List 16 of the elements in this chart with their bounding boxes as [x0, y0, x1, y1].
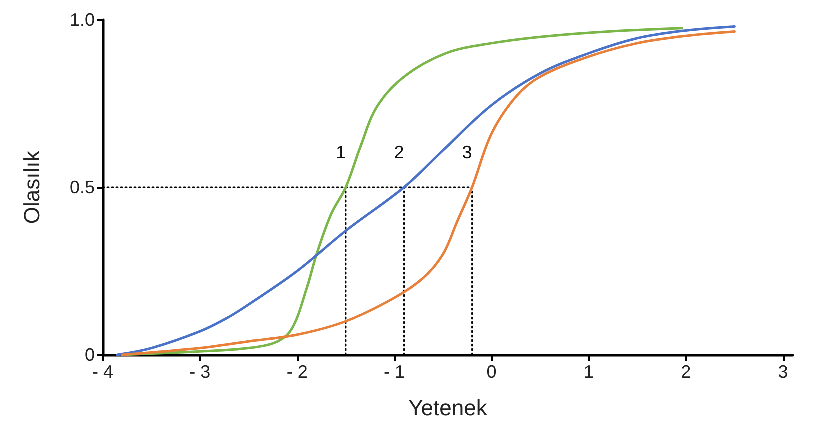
y-tick-label: 1.0	[70, 10, 95, 30]
x-tick-label: - 1	[384, 362, 406, 382]
x-tick-label: - 2	[286, 362, 308, 382]
x-tick-label: - 3	[190, 362, 211, 382]
x-tick-label: 2	[681, 362, 692, 382]
y-axis-title: Olasılık	[20, 150, 44, 224]
annotation: 3	[462, 142, 472, 162]
annotation: 2	[394, 142, 404, 162]
x-tick-label: 0	[486, 362, 497, 382]
y-tick-label: 0.5	[70, 178, 95, 198]
x-tick-label: 1	[584, 362, 594, 382]
y-tick-label: 0	[84, 345, 95, 365]
x-axis-title: Yetenek	[408, 396, 488, 420]
annotation: 1	[336, 142, 346, 162]
x-tick-label: - 4	[92, 362, 114, 382]
x-tick-label: 3	[778, 362, 788, 382]
